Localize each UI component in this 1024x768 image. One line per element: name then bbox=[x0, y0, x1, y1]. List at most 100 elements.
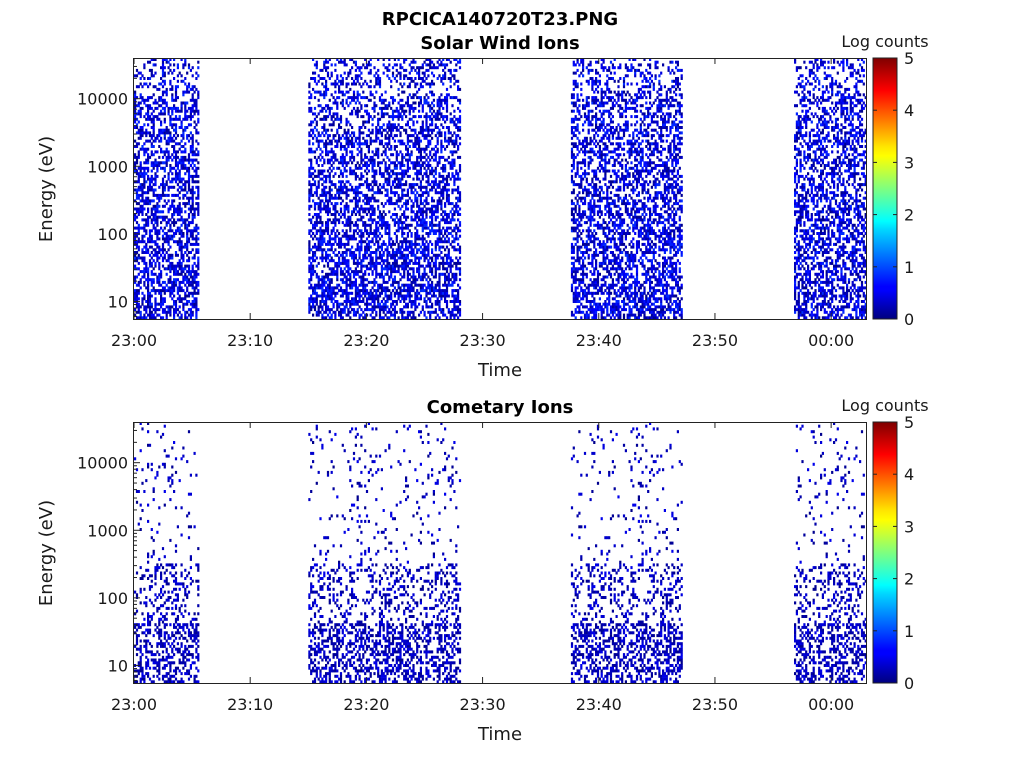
spectrogram-cell bbox=[442, 188, 445, 192]
spectrogram-cell bbox=[308, 308, 311, 312]
spectrogram-cell bbox=[380, 106, 383, 110]
spectrogram-cell bbox=[343, 155, 346, 159]
spectrogram-cell bbox=[325, 297, 328, 301]
spectrogram-cell bbox=[184, 142, 187, 146]
spectrogram-cell bbox=[308, 251, 311, 254]
spectrogram-cell bbox=[330, 316, 333, 320]
spectrogram-cell bbox=[444, 237, 447, 241]
spectrogram-cell bbox=[330, 180, 333, 184]
spectrogram-cell bbox=[373, 316, 376, 320]
spectrogram-cell bbox=[356, 109, 359, 113]
spectrogram-cell bbox=[195, 202, 198, 206]
spectrogram-cell bbox=[313, 106, 317, 110]
spectrogram-cell bbox=[341, 172, 344, 176]
spectrogram-cell bbox=[160, 66, 163, 70]
spectrogram-cell bbox=[139, 93, 142, 97]
spectrogram-cell bbox=[440, 218, 443, 222]
spectrogram-cell bbox=[425, 68, 428, 72]
spectrogram-cell bbox=[358, 245, 361, 249]
spectrogram-cell bbox=[154, 305, 157, 309]
spectrogram-cell bbox=[371, 272, 374, 276]
spectrogram-cell bbox=[345, 218, 348, 222]
spectrogram-cell bbox=[325, 82, 328, 86]
spectrogram-cell bbox=[182, 234, 185, 238]
spectrogram-cell bbox=[423, 297, 426, 301]
spectrogram-cell bbox=[308, 106, 311, 110]
spectrogram-cell bbox=[442, 226, 445, 230]
spectrogram-cell bbox=[406, 136, 409, 140]
spectrogram-cell bbox=[187, 199, 191, 203]
spectrogram-cell bbox=[195, 106, 198, 110]
spectrogram-cell bbox=[134, 164, 137, 167]
spectrogram-cell bbox=[352, 188, 356, 192]
spectrogram-cell bbox=[419, 139, 422, 143]
spectrogram-cell bbox=[189, 221, 192, 225]
spectrogram-cell bbox=[171, 204, 174, 208]
spectrogram-cell bbox=[178, 240, 181, 244]
spectrogram-cell bbox=[427, 139, 430, 143]
spectrogram-cell bbox=[431, 270, 434, 274]
spectrogram-cell bbox=[135, 305, 139, 309]
spectrogram-cell bbox=[442, 193, 445, 197]
spectrogram-cell bbox=[176, 242, 179, 246]
spectrogram-cell bbox=[412, 242, 415, 246]
spectrogram-cell bbox=[326, 305, 330, 309]
spectrogram-cell bbox=[319, 286, 322, 290]
spectrogram-cell bbox=[418, 77, 421, 80]
spectrogram-cell bbox=[369, 256, 372, 260]
spectrogram-cell bbox=[429, 142, 432, 146]
spectrogram-cell bbox=[165, 272, 168, 276]
spectrogram-cell bbox=[163, 297, 166, 301]
spectrogram-cell bbox=[373, 115, 376, 119]
spectrogram-cell bbox=[339, 185, 343, 189]
spectrogram-cell bbox=[178, 286, 181, 290]
spectrogram-cell bbox=[434, 204, 437, 208]
spectrogram-cell bbox=[369, 115, 372, 119]
spectrogram-cell bbox=[152, 199, 155, 203]
spectrogram-cell bbox=[349, 68, 352, 72]
spectrogram-cell bbox=[163, 188, 166, 192]
spectrogram-cell bbox=[388, 172, 391, 176]
spectrogram-cell bbox=[436, 202, 439, 206]
spectrogram-cell bbox=[345, 142, 348, 146]
spectrogram-cell bbox=[148, 106, 152, 110]
spectrogram-cell bbox=[414, 68, 417, 72]
spectrogram-cell bbox=[150, 264, 153, 268]
spectrogram-cell bbox=[412, 164, 415, 167]
spectrogram-cell bbox=[444, 313, 447, 317]
spectrogram-cell bbox=[339, 294, 343, 298]
spectrogram-cell bbox=[325, 251, 328, 254]
spectrogram-cell bbox=[351, 126, 354, 129]
spectrogram-cell bbox=[321, 248, 324, 252]
spectrogram-cell bbox=[395, 237, 398, 241]
spectrogram-cell bbox=[444, 267, 447, 271]
spectrogram-cell bbox=[347, 136, 350, 140]
spectrogram-cell bbox=[375, 251, 378, 254]
spectrogram-cell bbox=[180, 155, 183, 159]
spectrogram-cell bbox=[431, 136, 434, 140]
spectrogram-cell bbox=[158, 196, 161, 200]
spectrogram-cell bbox=[378, 142, 382, 146]
spectrogram-cell bbox=[191, 286, 194, 290]
spectrogram-cell bbox=[150, 237, 153, 241]
spectrogram-cell bbox=[356, 188, 359, 192]
spectrogram-cell bbox=[382, 204, 385, 208]
spectrogram-cell bbox=[414, 136, 417, 140]
spectrogram-cell bbox=[356, 79, 359, 83]
spectrogram-cell bbox=[390, 145, 393, 148]
spectrogram-cell bbox=[330, 139, 333, 143]
spectrogram-cell bbox=[193, 213, 196, 216]
spectrogram-cell bbox=[139, 188, 142, 192]
spectrogram-cell bbox=[308, 142, 311, 146]
spectrogram-cell bbox=[412, 270, 415, 274]
spectrogram-cell bbox=[412, 204, 415, 208]
spectrogram-cell bbox=[147, 218, 150, 222]
spectrogram-cell bbox=[339, 183, 343, 187]
spectrogram-cell bbox=[145, 134, 148, 138]
spectrogram-cell bbox=[195, 87, 198, 91]
spectrogram-cell bbox=[145, 150, 148, 154]
spectrogram-cell bbox=[410, 223, 413, 227]
spectrogram-cell bbox=[399, 115, 402, 119]
spectrogram-cell bbox=[403, 90, 406, 94]
spectrogram-cell bbox=[362, 223, 365, 227]
